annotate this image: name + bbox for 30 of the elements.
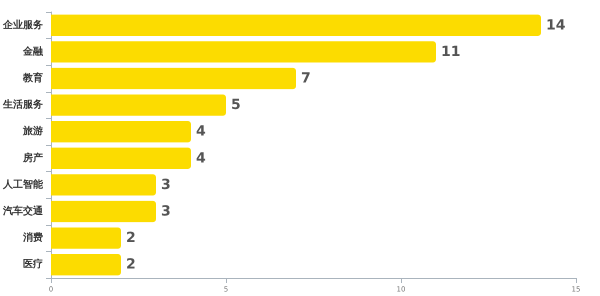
y-tick-label: 汽车交通 bbox=[2, 205, 44, 217]
y-tick-label: 消费 bbox=[22, 232, 43, 244]
bar bbox=[51, 68, 296, 90]
data-label: 3 bbox=[161, 176, 171, 193]
bar bbox=[51, 148, 191, 169]
y-tick-label: 教育 bbox=[22, 72, 43, 84]
bar bbox=[51, 254, 121, 276]
bar bbox=[51, 227, 121, 249]
data-label: 2 bbox=[126, 256, 136, 273]
data-label: 4 bbox=[196, 150, 206, 166]
data-label: 2 bbox=[126, 230, 136, 246]
bar bbox=[51, 41, 436, 63]
bar bbox=[51, 14, 541, 36]
data-label: 11 bbox=[441, 44, 460, 60]
y-tick-label: 房产 bbox=[22, 152, 43, 164]
bar bbox=[51, 200, 156, 222]
data-label: 4 bbox=[196, 124, 206, 140]
data-label: 5 bbox=[231, 97, 241, 114]
data-label: 7 bbox=[301, 70, 311, 86]
y-tick-label: 人工智能 bbox=[2, 178, 44, 190]
y-tick-label: 生活服务 bbox=[2, 98, 43, 111]
data-label: 3 bbox=[161, 204, 171, 220]
y-tick-label: 旅游 bbox=[22, 125, 43, 138]
bar bbox=[51, 121, 191, 142]
y-tick-label: 医疗 bbox=[23, 258, 43, 270]
data-label: 14 bbox=[546, 17, 566, 34]
y-tick-label: 企业服务 bbox=[2, 18, 43, 31]
bar bbox=[51, 174, 156, 196]
bar bbox=[51, 94, 226, 116]
y-tick-label: 金融 bbox=[22, 45, 44, 58]
